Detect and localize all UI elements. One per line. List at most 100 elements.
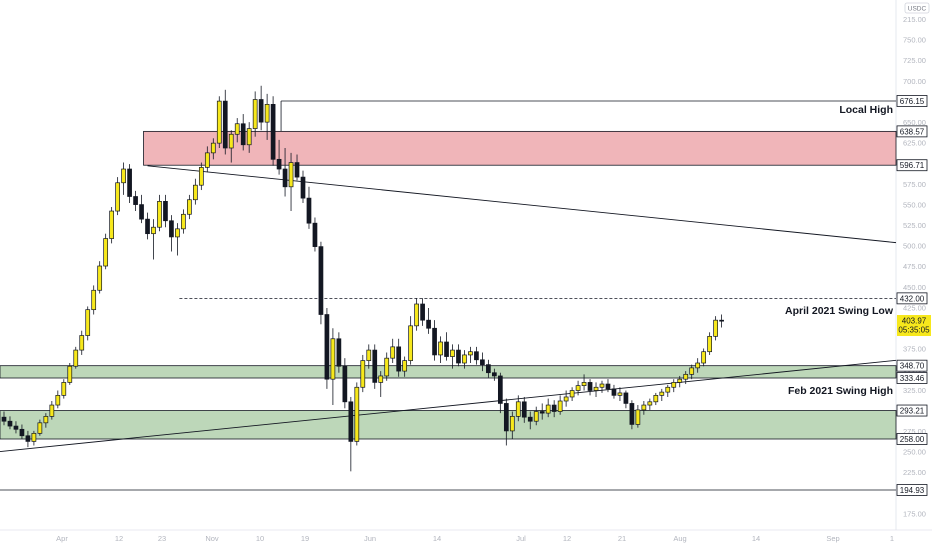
trendline-0 [147,165,897,244]
price-axis-label: 575.00 [903,180,926,189]
candle-up [557,400,563,412]
candle-up [157,201,162,228]
price-tag-box [896,125,928,138]
levels-and-trendlines [0,100,897,491]
price-axis-label: 325.00 [903,386,926,395]
candle-up [37,422,43,434]
price-axis-label: 725.00 [903,56,926,65]
candle-down [13,425,19,430]
price-tag-value: 638.57 [900,127,925,136]
candle-up [61,382,67,396]
candle-down [527,416,533,422]
price-tag-value: 194.93 [900,486,925,495]
candle-down [222,100,228,149]
time-axis[interactable]: Apr 12 23 Nov 10 19 Jun 14 Jul 12 21 Aug 14 Sep 1 [56,534,894,543]
candle-up [85,309,91,336]
candle-up [390,346,396,359]
candle-down [306,197,312,224]
candle-up [635,409,641,425]
candle-up [677,378,683,383]
candle-up [216,100,222,144]
time-axis-label: 14 [433,534,441,543]
price-axis-label: 375.00 [903,345,926,354]
price-tag-value: 348.70 [900,362,925,371]
candle-up [55,395,61,406]
candle-down [623,392,629,404]
candle-down [444,341,449,357]
candle-up [593,386,599,391]
candle-up [73,349,79,367]
candle-down [486,364,491,374]
time-axis-label: 14 [752,534,760,543]
candle-up [228,133,234,149]
time-axis-label: 19 [301,534,309,543]
candle-up [701,351,707,364]
candle-up [659,391,665,396]
candle-down [551,404,557,412]
candle-up [79,335,85,351]
price-axis-label: 650.00 [903,118,926,127]
price-axis-label: 525.00 [903,221,926,230]
candle-down [629,403,635,425]
price-tag-box [896,159,928,172]
candle-up [450,349,455,357]
candle-down [7,420,13,427]
candle-up [408,325,413,361]
time-axis-label: Jun [364,534,376,543]
candle-up [330,338,336,380]
price-axis-label: 475.00 [903,262,926,271]
candle-down [139,204,144,220]
candle-up [599,383,605,388]
price-axis-label: 450.00 [903,283,926,292]
candle-down [348,401,354,442]
candle-down [127,168,132,197]
candle-up [384,357,390,377]
candle-up [378,375,384,383]
price-axis-label: 625.00 [903,139,926,148]
candlestick-series [1,85,724,472]
price-tag-value: 333.46 [900,374,925,383]
price-axis-label: 250.00 [903,448,926,457]
candle-down [474,351,479,361]
time-axis-label: 1 [890,534,894,543]
candle-down [432,327,437,356]
time-axis-label: Jul [516,534,526,543]
price-axis-label: 550.00 [903,200,926,209]
price-axis-label: 215.00 [903,15,926,24]
price-tag-box [896,359,928,372]
candle-down [503,403,509,432]
candle-down [492,372,497,377]
currency-badge[interactable]: USDC [904,2,930,14]
candle-down [426,319,431,329]
candle-down [25,435,31,442]
price-zones [0,130,897,440]
candle-up [545,404,551,414]
candle-down [163,201,168,222]
candle-up [575,385,581,391]
candle-up [264,104,270,123]
candle-down [276,158,282,170]
price-tag-value: 293.21 [900,407,925,416]
candle-up [103,238,109,267]
candle-up [665,386,671,393]
candle-up [366,349,372,361]
candle-down [240,123,246,146]
candle-down [587,382,593,391]
candle-down [169,220,174,238]
candle-up [252,99,258,129]
candle-up [115,182,120,212]
time-axis-label: 21 [618,534,626,543]
candle-down [312,222,318,247]
price-axis-label: 225.00 [903,468,926,477]
price-tag-box [896,292,928,305]
candle-up [234,123,240,135]
candle-up [175,228,180,238]
candle-up [204,152,210,168]
last-price-tag [897,315,931,337]
candle-down [539,411,545,414]
chart-background [0,0,932,531]
candle-up [641,404,647,411]
candle-up [121,168,126,184]
candle-up [49,404,55,417]
